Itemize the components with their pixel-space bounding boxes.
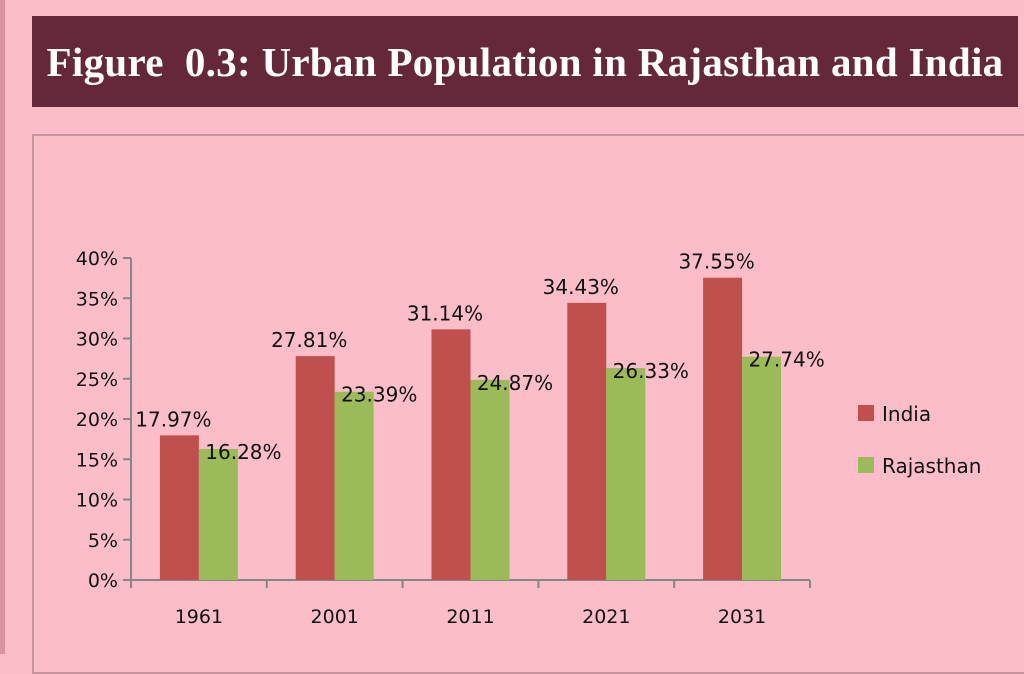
data-label-rajasthan: 27.74% <box>748 348 824 372</box>
y-tick-label: 10% <box>76 490 118 512</box>
bar-india <box>159 435 199 580</box>
x-tick-label: 2031 <box>718 606 766 628</box>
left-edge-stripe <box>0 0 5 654</box>
y-tick-label: 5% <box>88 530 118 552</box>
legend-label-india: India <box>882 402 931 426</box>
data-label-india: 37.55% <box>678 250 754 274</box>
y-tick-label: 20% <box>76 409 118 431</box>
x-tick-label: 2011 <box>446 606 494 628</box>
data-label-india: 17.97% <box>135 407 211 431</box>
legend-label-rajasthan: Rajasthan <box>882 454 981 478</box>
bar-rajasthan <box>470 379 510 580</box>
bar-india <box>703 277 743 580</box>
bar-rajasthan <box>742 356 782 580</box>
chart: 0% 5% 10% 15% 20% 25% 30% 35% 40% 1961 17.97% 16.28… <box>76 248 982 628</box>
bar-rajasthan <box>606 368 646 580</box>
chart-title: Figure 0.3: Urban Population in Rajastha… <box>46 38 1004 85</box>
bar-rajasthan <box>334 391 374 580</box>
legend-swatch-rajasthan <box>858 457 874 473</box>
x-tick-label: 1961 <box>175 606 223 628</box>
y-tick-label: 40% <box>76 248 118 270</box>
x-tick-label: 2001 <box>311 606 359 628</box>
data-label-rajasthan: 16.28% <box>205 440 281 464</box>
title-bar: Figure 0.3: Urban Population in Rajastha… <box>32 16 1018 107</box>
y-tick-label: 35% <box>76 288 118 310</box>
data-label-india: 31.14% <box>407 301 483 325</box>
legend-swatch-india <box>858 405 874 421</box>
bar-india <box>431 329 471 580</box>
data-label-rajasthan: 24.87% <box>477 371 553 395</box>
data-label-india: 27.81% <box>271 328 347 352</box>
bar-india <box>567 302 607 580</box>
data-label-rajasthan: 23.39% <box>341 383 417 407</box>
y-tick-label: 0% <box>88 570 118 592</box>
y-tick-label: 15% <box>76 449 118 471</box>
data-label-rajasthan: 26.33% <box>613 359 689 383</box>
bar-india <box>295 356 335 580</box>
bar-rajasthan <box>198 448 238 580</box>
y-tick-label: 30% <box>76 329 118 351</box>
data-label-india: 34.43% <box>543 275 619 299</box>
y-tick-label: 25% <box>76 369 118 391</box>
x-tick-label: 2021 <box>582 606 630 628</box>
